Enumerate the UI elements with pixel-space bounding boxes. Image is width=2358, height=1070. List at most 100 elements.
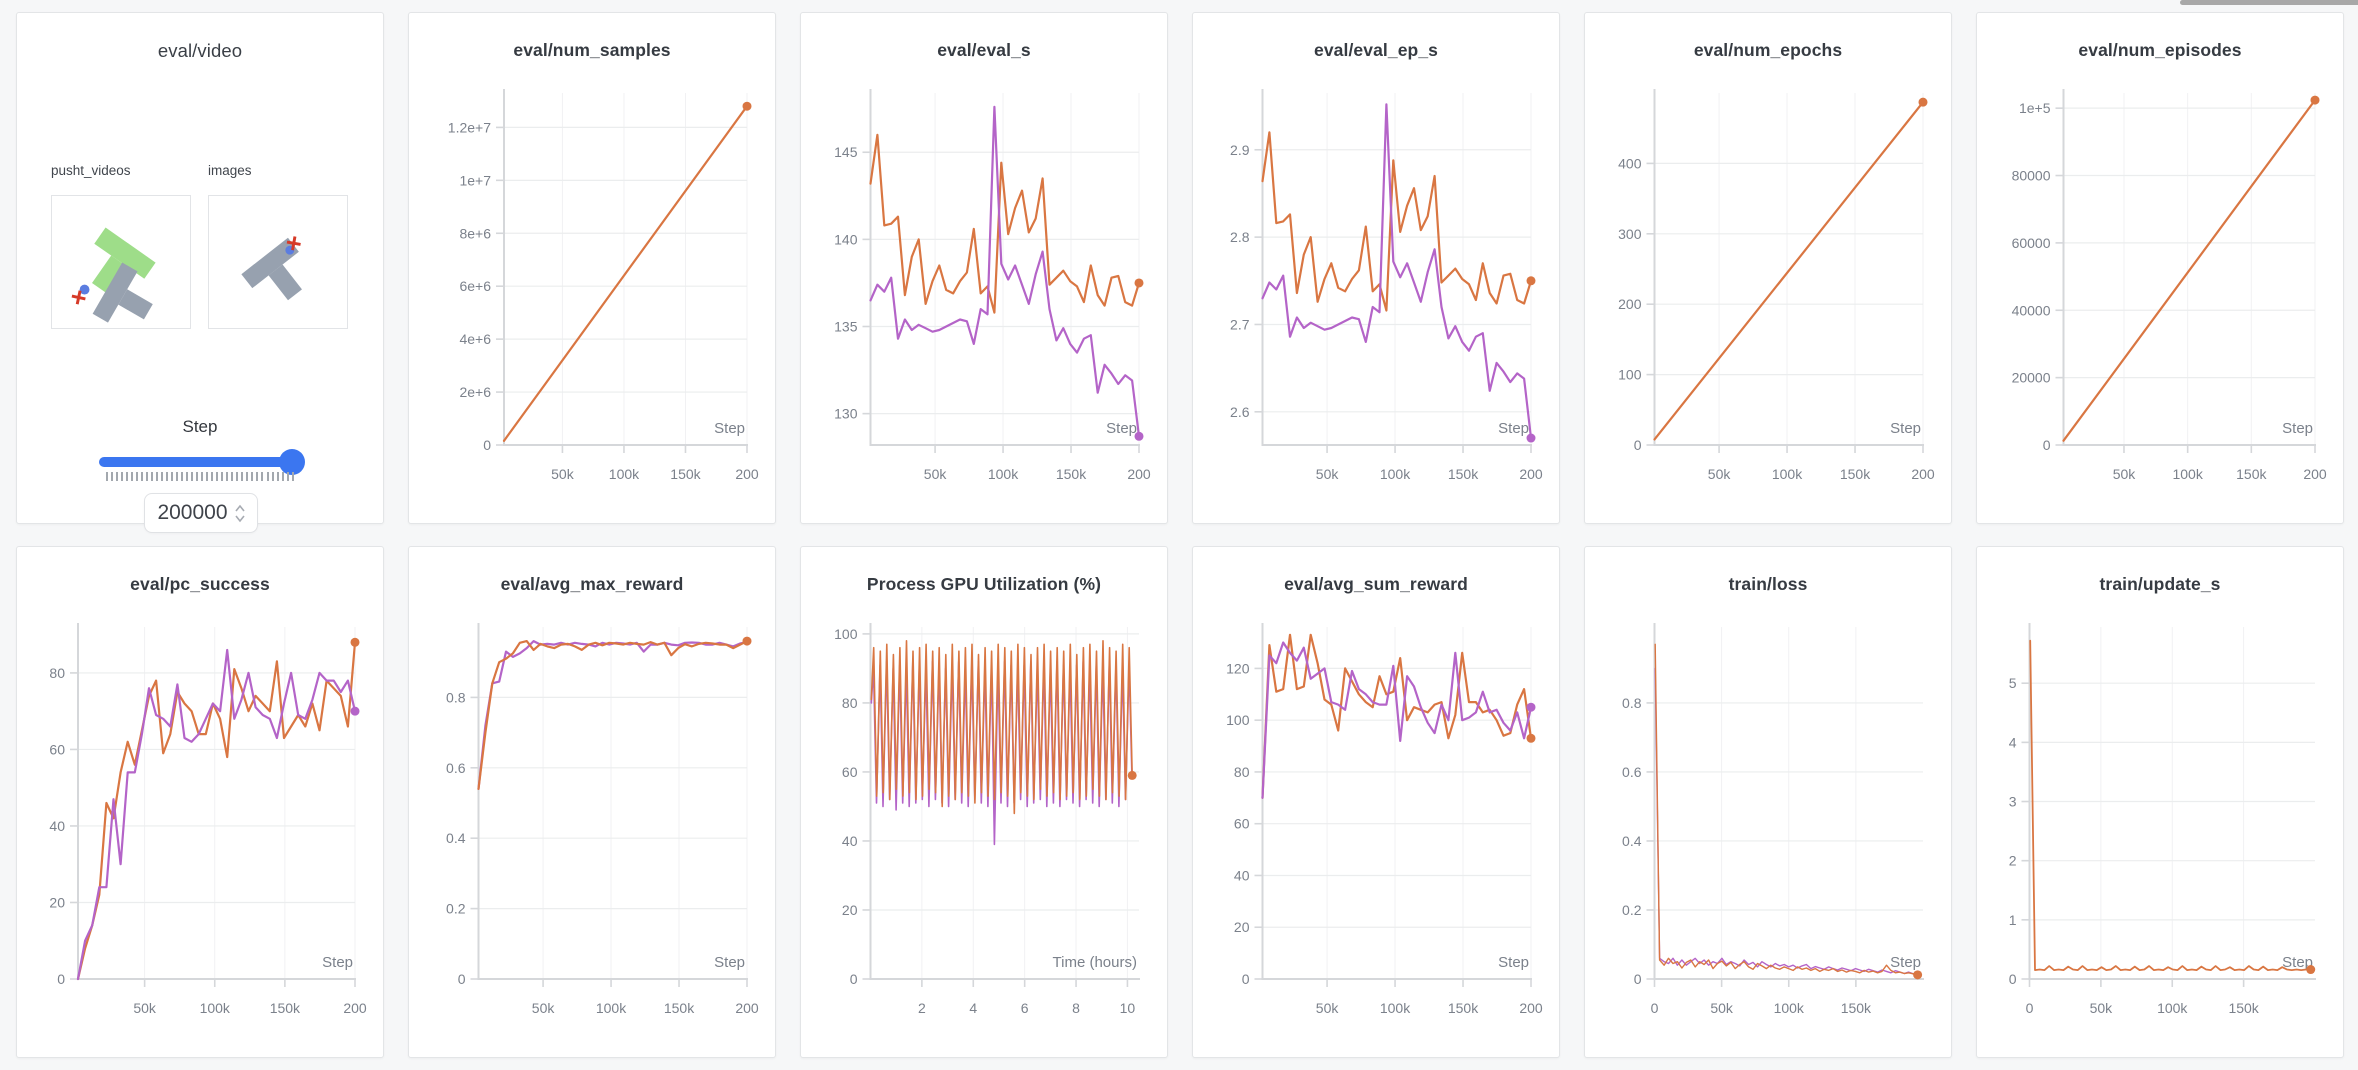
svg-text:200: 200 xyxy=(1519,466,1543,482)
svg-text:100: 100 xyxy=(1618,367,1642,383)
svg-text:100k: 100k xyxy=(1380,1000,1411,1016)
svg-text:200: 200 xyxy=(735,1000,759,1016)
line-chart: 0 20000 40000 60000 80000 1e+5 50k 100k 150k 200 S… xyxy=(2012,89,2327,482)
svg-text:2e+6: 2e+6 xyxy=(459,384,491,400)
line-chart: 0 2e+6 4e+6 6e+6 8e+6 1e+7 1.2e+7 50k 100k 150k 20… xyxy=(448,89,759,482)
goal-cross xyxy=(71,290,86,305)
panel-title: train/loss xyxy=(1728,574,1808,594)
media-panel-eval-video[interactable]: eval/video pusht_videos images xyxy=(16,12,384,533)
panel-title: train/update_s xyxy=(2099,574,2221,594)
gray-tee-shape xyxy=(241,237,302,301)
chart-panel-eval-avg-max-reward[interactable]: eval/avg_max_reward 0 0.2 0.4 0.6 0.8 50k 100k… xyxy=(408,546,776,1058)
chart-panel-eval-num-episodes[interactable]: eval/num_episodes 0 20000 40000 60000 80000 1… xyxy=(1976,12,2344,524)
agent-dot xyxy=(79,284,90,295)
svg-text:0: 0 xyxy=(2009,971,2017,987)
svg-text:Step: Step xyxy=(2282,954,2313,971)
svg-text:80: 80 xyxy=(842,695,858,711)
svg-text:Step: Step xyxy=(1498,954,1529,971)
green-tee-shape xyxy=(92,227,156,295)
line-chart: 0 100 200 300 400 50k 100k 150k 200 Step xyxy=(1618,89,1935,482)
svg-text:100k: 100k xyxy=(1774,1000,1805,1016)
svg-text:0: 0 xyxy=(1242,971,1250,987)
line-chart: 0 20 40 60 80 100 120 50k 100k 150k 200 Step xyxy=(1226,623,1543,1016)
svg-text:150k: 150k xyxy=(270,1000,301,1016)
svg-text:10: 10 xyxy=(1120,1000,1136,1016)
svg-text:0: 0 xyxy=(1651,1000,1659,1016)
svg-text:0: 0 xyxy=(57,971,65,987)
svg-text:150k: 150k xyxy=(664,1000,695,1016)
svg-text:140: 140 xyxy=(834,231,858,247)
svg-text:20000: 20000 xyxy=(2012,370,2051,386)
chart-panel-train-loss[interactable]: train/loss 0 0.2 0.4 0.6 0.8 0 50k 100k 150k Step xyxy=(1584,546,1952,1058)
svg-text:0: 0 xyxy=(458,971,466,987)
step-slider-ticks xyxy=(106,472,294,481)
svg-text:50k: 50k xyxy=(2113,466,2137,482)
svg-text:6: 6 xyxy=(1021,1000,1029,1016)
svg-text:50k: 50k xyxy=(133,1000,157,1016)
chart-panel-train-update-s[interactable]: train/update_s 0 1 2 3 4 5 0 50k 100k 150k Step xyxy=(1976,546,2344,1058)
line-chart: 2.6 2.7 2.8 2.9 50k 100k 150k 200 Step xyxy=(1230,89,1543,482)
svg-text:3: 3 xyxy=(2009,794,2017,810)
chart-panel-eval-avg-sum-reward[interactable]: eval/avg_sum_reward 0 20 40 60 80 100 120 50k 10… xyxy=(1192,546,1560,1058)
svg-text:40000: 40000 xyxy=(2012,302,2051,318)
svg-text:200: 200 xyxy=(735,466,759,482)
svg-text:150k: 150k xyxy=(2228,1000,2259,1016)
step-slider-label: Step xyxy=(182,417,218,436)
svg-text:150k: 150k xyxy=(1840,466,1871,482)
svg-text:80000: 80000 xyxy=(2012,168,2051,184)
svg-text:1: 1 xyxy=(2009,912,2017,928)
svg-text:100: 100 xyxy=(1226,712,1250,728)
step-input-value: 200000 xyxy=(157,501,228,524)
svg-text:0.2: 0.2 xyxy=(1622,902,1642,918)
svg-text:4e+6: 4e+6 xyxy=(459,331,491,347)
panel-title: eval/avg_sum_reward xyxy=(1284,574,1468,594)
svg-text:1e+5: 1e+5 xyxy=(2019,100,2051,116)
panel-title: eval/num_episodes xyxy=(2078,40,2242,60)
chart-panel-eval-pc-success[interactable]: eval/pc_success 0 20 40 60 80 50k 100k 150k 200 S… xyxy=(16,546,384,1058)
step-input[interactable]: 200000 xyxy=(144,493,258,533)
svg-text:Step: Step xyxy=(1498,420,1529,437)
panel-title: eval/video xyxy=(157,40,243,61)
svg-text:300: 300 xyxy=(1618,226,1642,242)
step-slider[interactable] xyxy=(99,449,305,475)
media-key-label: images xyxy=(208,163,252,178)
svg-text:0: 0 xyxy=(2043,437,2051,453)
svg-text:2.7: 2.7 xyxy=(1230,316,1250,332)
media-thumbnail-pusht-videos[interactable] xyxy=(51,195,191,329)
media-panel-body: pusht_videos images xyxy=(17,79,383,533)
svg-text:1.2e+7: 1.2e+7 xyxy=(448,119,491,135)
svg-text:80: 80 xyxy=(1234,764,1250,780)
chart-panel-eval-eval-ep-s[interactable]: eval/eval_ep_s 2.6 2.7 2.8 2.9 50k 100k 150k 20… xyxy=(1192,12,1560,524)
chart-panel-eval-num-samples[interactable]: eval/num_samples 0 2e+6 4e+6 6e+6 8e+6 1e+7 1.… xyxy=(408,12,776,524)
svg-text:40: 40 xyxy=(49,818,65,834)
svg-text:60: 60 xyxy=(1234,816,1250,832)
svg-text:50k: 50k xyxy=(924,466,948,482)
svg-text:80: 80 xyxy=(49,665,65,681)
svg-text:400: 400 xyxy=(1618,155,1642,171)
svg-text:100k: 100k xyxy=(596,1000,627,1016)
svg-text:200: 200 xyxy=(1127,466,1151,482)
media-thumbnail-images[interactable] xyxy=(208,195,348,329)
chart-panel-process-gpu-utilization[interactable]: Process GPU Utilization (%) 0 20 40 60 80 100… xyxy=(800,546,1168,1058)
svg-text:0.4: 0.4 xyxy=(1622,833,1642,849)
svg-text:60000: 60000 xyxy=(2012,235,2051,251)
svg-text:150k: 150k xyxy=(1841,1000,1872,1016)
step-slider-thumb[interactable] xyxy=(279,449,305,475)
svg-text:100k: 100k xyxy=(2157,1000,2188,1016)
svg-text:150k: 150k xyxy=(1448,466,1479,482)
svg-text:8e+6: 8e+6 xyxy=(459,225,491,241)
stepper-chevrons-icon[interactable] xyxy=(234,504,245,523)
panel-title: eval/eval_s xyxy=(937,40,1031,60)
pusht-image-frame xyxy=(241,236,302,301)
horizontal-scrollbar[interactable] xyxy=(2180,0,2358,5)
svg-text:4: 4 xyxy=(969,1000,977,1016)
line-chart: 130 135 140 145 50k 100k 150k 200 Step xyxy=(834,89,1151,482)
chart-panel-eval-num-epochs[interactable]: eval/num_epochs 0 100 200 300 400 50k 100k 150k… xyxy=(1584,12,1952,524)
svg-text:150k: 150k xyxy=(1448,1000,1479,1016)
svg-text:0: 0 xyxy=(2026,1000,2034,1016)
chart-panel-eval-eval-s[interactable]: eval/eval_s 130 135 140 145 50k 100k 150k 200 St… xyxy=(800,12,1168,524)
svg-text:50k: 50k xyxy=(532,1000,556,1016)
svg-text:100k: 100k xyxy=(609,466,640,482)
svg-text:135: 135 xyxy=(834,319,858,335)
